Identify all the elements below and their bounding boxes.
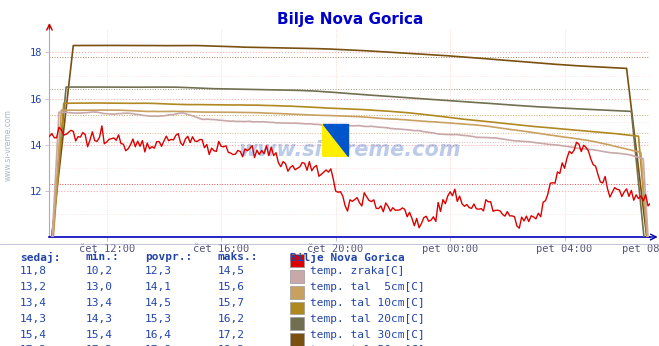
Text: 15,7: 15,7 — [217, 298, 244, 308]
Text: 14,5: 14,5 — [217, 266, 244, 276]
Bar — [290, 333, 304, 346]
Text: 12,3: 12,3 — [145, 266, 172, 276]
Text: 16,2: 16,2 — [217, 314, 244, 324]
Text: 10,2: 10,2 — [86, 266, 113, 276]
Text: www.si-vreme.com: www.si-vreme.com — [4, 109, 13, 181]
Text: 14,3: 14,3 — [20, 314, 47, 324]
Text: temp. tal 30cm[C]: temp. tal 30cm[C] — [310, 330, 424, 340]
Text: www.si-vreme.com: www.si-vreme.com — [239, 140, 461, 160]
Bar — [290, 254, 304, 267]
Text: temp. tal 20cm[C]: temp. tal 20cm[C] — [310, 314, 424, 324]
Text: 14,3: 14,3 — [86, 314, 113, 324]
Bar — [290, 317, 304, 330]
Text: temp. tal  5cm[C]: temp. tal 5cm[C] — [310, 282, 424, 292]
Text: 13,4: 13,4 — [86, 298, 113, 308]
Text: 15,4: 15,4 — [20, 330, 47, 340]
Text: 15,4: 15,4 — [86, 330, 113, 340]
Text: min.:: min.: — [86, 252, 119, 262]
Polygon shape — [323, 124, 349, 156]
Text: 11,8: 11,8 — [20, 266, 47, 276]
Text: povpr.:: povpr.: — [145, 252, 192, 262]
Text: 14,1: 14,1 — [145, 282, 172, 292]
Text: maks.:: maks.: — [217, 252, 258, 262]
Text: 15,3: 15,3 — [145, 314, 172, 324]
Text: 16,4: 16,4 — [145, 330, 172, 340]
Text: Bilje Nova Gorica: Bilje Nova Gorica — [290, 252, 405, 263]
Text: 17,2: 17,2 — [217, 330, 244, 340]
Text: 15,6: 15,6 — [217, 282, 244, 292]
Text: temp. tal 10cm[C]: temp. tal 10cm[C] — [310, 298, 424, 308]
Text: 14,5: 14,5 — [145, 298, 172, 308]
Bar — [290, 286, 304, 299]
Text: 13,2: 13,2 — [20, 282, 47, 292]
Text: temp. zraka[C]: temp. zraka[C] — [310, 266, 404, 276]
Text: 13,0: 13,0 — [86, 282, 113, 292]
Bar — [290, 302, 304, 315]
Bar — [290, 270, 304, 283]
Polygon shape — [323, 124, 349, 156]
Title: Bilje Nova Gorica: Bilje Nova Gorica — [277, 12, 423, 27]
Text: sedaj:: sedaj: — [20, 252, 60, 263]
Text: 13,4: 13,4 — [20, 298, 47, 308]
